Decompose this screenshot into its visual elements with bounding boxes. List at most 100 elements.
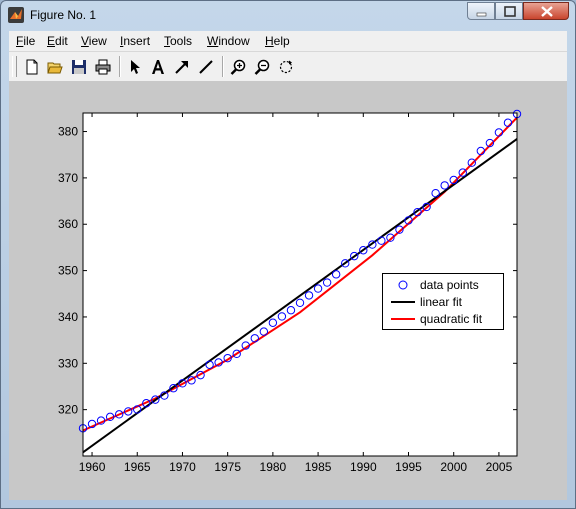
- print-figure-button[interactable]: [92, 56, 114, 78]
- line-icon: [199, 60, 213, 74]
- black-line-icon: [391, 301, 415, 303]
- data-point: [151, 395, 160, 404]
- menu-help[interactable]: Help: [265, 34, 290, 48]
- y-tick-label: 350: [58, 264, 78, 278]
- data-point: [250, 334, 259, 343]
- insert-arrow-button[interactable]: [171, 56, 193, 78]
- x-tick-label: 2005: [486, 460, 513, 474]
- menu-tools[interactable]: Tools: [164, 34, 193, 48]
- printer-icon: [95, 59, 111, 75]
- menu-view[interactable]: View: [81, 34, 107, 48]
- maximize-button[interactable]: [495, 2, 523, 20]
- data-point: [313, 284, 323, 293]
- menu-insert[interactable]: Insert: [120, 34, 151, 48]
- rotate-3d-button[interactable]: [275, 56, 297, 78]
- data-point: [160, 391, 169, 400]
- circle-marker-icon: [398, 280, 408, 290]
- minimize-button[interactable]: [467, 2, 495, 20]
- data-point: [431, 188, 440, 198]
- data-point: [386, 233, 395, 242]
- data-point: [214, 358, 223, 367]
- open-file-button[interactable]: [44, 56, 66, 78]
- insert-line-button[interactable]: [195, 56, 217, 78]
- data-point: [277, 312, 287, 321]
- data-point: [341, 259, 350, 268]
- arrow-icon: [175, 61, 188, 74]
- figure-canvas: 1960 1965 1970 1975 1980 1985 1990 1995 2000 2005…: [9, 82, 567, 500]
- zoom-out-icon: [254, 59, 270, 75]
- data-point: [96, 416, 106, 425]
- toolbar-separator: [119, 56, 121, 77]
- minimize-icon: [476, 12, 487, 17]
- x-tick-label: 1965: [124, 460, 151, 474]
- legend-label: quadratic fit: [420, 312, 483, 326]
- data-point: [295, 298, 305, 308]
- data-point: [467, 158, 476, 167]
- data-point: [87, 419, 97, 429]
- data-point: [377, 236, 386, 245]
- legend-label: data points: [420, 278, 479, 292]
- x-tick-label: 1985: [305, 460, 332, 474]
- legend-label: linear fit: [420, 295, 463, 309]
- new-figure-button[interactable]: [21, 56, 43, 78]
- legend[interactable]: data points linear fit quadratic fit: [382, 273, 504, 330]
- title-bar[interactable]: Figure No. 1: [1, 1, 575, 31]
- data-point: [404, 216, 413, 225]
- data-point: [458, 168, 467, 177]
- data-point: [476, 146, 486, 156]
- matlab-logo-icon: [8, 7, 24, 23]
- y-tick-label: 380: [58, 125, 78, 139]
- x-tick-label: 1990: [350, 460, 377, 474]
- x-tick-label: 1980: [260, 460, 287, 474]
- x-tick-label: 1995: [395, 460, 422, 474]
- linear-fit-line: [82, 138, 518, 454]
- save-figure-button[interactable]: [68, 56, 90, 78]
- close-button[interactable]: [523, 2, 569, 20]
- edit-plot-button[interactable]: [123, 56, 145, 78]
- y-tick-label: 340: [58, 310, 78, 324]
- data-point: [178, 379, 187, 388]
- zoom-in-icon: [230, 59, 246, 75]
- data-point: [449, 175, 458, 185]
- data-point: [169, 384, 178, 393]
- menu-file[interactable]: File: [16, 34, 36, 48]
- toolbar-separator: [222, 56, 224, 77]
- data-point: [368, 240, 377, 249]
- data-point: [304, 291, 314, 300]
- floppy-disk-icon: [72, 60, 86, 74]
- red-line-icon: [391, 318, 415, 320]
- data-point: [440, 181, 449, 190]
- x-tick-label: 1975: [214, 460, 241, 474]
- data-point: [223, 353, 232, 363]
- pointer-arrow-icon: [131, 60, 140, 74]
- data-point: [494, 128, 504, 137]
- data-point: [114, 410, 124, 419]
- data-point: [196, 370, 205, 380]
- y-tick-label: 370: [58, 171, 78, 185]
- data-point: [322, 278, 332, 287]
- menu-window[interactable]: Window: [207, 34, 250, 48]
- data-point: [350, 251, 359, 261]
- data-point: [105, 412, 115, 422]
- insert-text-button[interactable]: [147, 56, 169, 78]
- y-tick-label: 360: [58, 217, 78, 231]
- menu-edit[interactable]: Edit: [47, 34, 68, 48]
- close-icon: [541, 6, 553, 17]
- data-point: [142, 399, 151, 408]
- open-folder-icon: [47, 62, 63, 74]
- y-tick-label: 320: [58, 403, 78, 417]
- legend-entry-quadratic-fit: quadratic fit: [383, 311, 505, 327]
- data-point: [241, 341, 250, 350]
- data-point: [359, 246, 368, 255]
- data-point: [485, 138, 495, 148]
- zoom-in-button[interactable]: [227, 56, 249, 78]
- data-point: [133, 405, 142, 414]
- x-tick-label: 1960: [79, 460, 106, 474]
- data-point: [232, 349, 241, 359]
- menu-bar: File Edit View Insert Tools Window Help: [9, 31, 567, 52]
- axes-box: [82, 112, 518, 457]
- toolbar-grip[interactable]: [12, 56, 17, 77]
- zoom-out-button[interactable]: [251, 56, 273, 78]
